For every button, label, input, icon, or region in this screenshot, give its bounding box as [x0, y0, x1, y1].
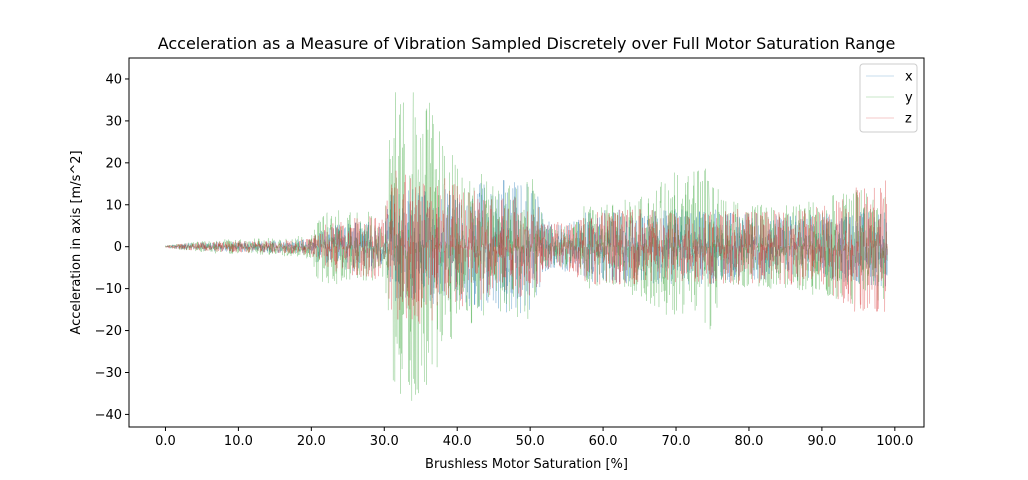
x-axis-label: Brushless Motor Saturation [%]: [425, 457, 628, 472]
legend-label-y: y: [905, 91, 913, 106]
legend: xyz: [859, 63, 918, 133]
y-axis: −40 −30 −20 −10 0 10 20 30 40: [95, 72, 129, 423]
x-axis: 0.0 10.0 20.0 30.0 40.0 50.0 60.0 70.0 80.0 90.0 1…: [155, 427, 913, 449]
y-tick-label: 30: [105, 114, 122, 129]
legend-frame: [859, 63, 918, 133]
x-tick-label: 50.0: [516, 434, 545, 449]
y-tick-label: 40: [105, 72, 122, 87]
x-tick-label: 90.0: [807, 434, 836, 449]
y-tick-label: 20: [105, 156, 122, 171]
y-axis-label: Acceleration in axis [m/s^2]: [69, 150, 84, 334]
x-tick-label: 60.0: [589, 434, 618, 449]
chart-title: Acceleration as a Measure of Vibration S…: [158, 34, 896, 53]
series-layer: [165, 92, 888, 401]
y-tick-label: −20: [95, 324, 122, 339]
x-tick-label: 40.0: [443, 434, 472, 449]
legend-label-z: z: [905, 112, 912, 127]
y-tick-label: 10: [105, 198, 122, 213]
series-line-z: [165, 170, 888, 324]
legend-label-x: x: [905, 70, 913, 85]
plot-frame: [128, 57, 925, 428]
x-tick-label: 100.0: [876, 434, 913, 449]
y-tick-label: 0: [114, 240, 122, 255]
x-tick-label: 70.0: [662, 434, 691, 449]
x-tick-label: 20.0: [297, 434, 326, 449]
x-tick-label: 80.0: [734, 434, 763, 449]
x-tick-label: 10.0: [224, 434, 253, 449]
x-tick-label: 0.0: [155, 434, 176, 449]
y-tick-label: −40: [95, 408, 122, 423]
series-line-y: [165, 92, 888, 401]
y-tick-label: −30: [95, 366, 122, 381]
y-tick-label: −10: [95, 282, 122, 297]
x-tick-label: 30.0: [370, 434, 399, 449]
